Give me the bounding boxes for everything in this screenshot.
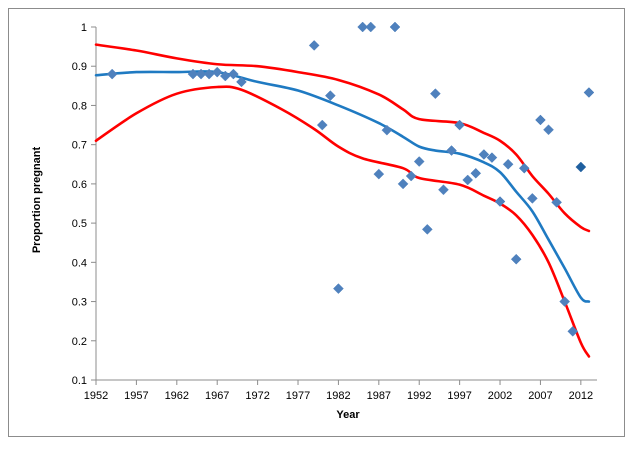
x-tick-label: 1977	[286, 390, 310, 402]
y-tick-label: 0.9	[72, 61, 87, 73]
plot-layer: 0.1 0.2 0.3 0.4 0.5 0.6 0.7 0.8 0.9 1 1952 1957 1962…	[72, 21, 597, 402]
data-point	[211, 66, 223, 78]
x-tick-label: 1982	[326, 390, 350, 402]
y-tick-label: 1	[81, 22, 87, 34]
data-point	[228, 68, 239, 80]
data-point	[187, 68, 199, 80]
x-tick-label: 1962	[165, 390, 189, 402]
x-tick-label: 1957	[124, 390, 148, 402]
data-point	[486, 152, 498, 163]
x-tick-label: 1992	[407, 390, 431, 402]
y-tick-label: 0.1	[72, 375, 87, 387]
data-point	[316, 119, 328, 131]
data-point	[397, 178, 409, 190]
data-point	[413, 156, 425, 167]
data-point	[381, 124, 393, 136]
y-tick-label: 0.7	[72, 140, 87, 152]
x-tick-label: 1997	[447, 390, 471, 402]
y-tick-label: 0.2	[72, 336, 87, 348]
upper_ci-line	[94, 43, 591, 233]
x-tick-label: 1967	[205, 390, 229, 402]
data-point	[389, 21, 401, 33]
data-point	[365, 21, 377, 33]
data-point	[559, 296, 571, 307]
data-point	[526, 193, 538, 204]
data-point	[430, 88, 441, 100]
x-tick-label: 2002	[488, 390, 512, 402]
data-point	[454, 119, 465, 131]
lower_ci-line	[94, 85, 591, 358]
y-axis-title: Proportion pregnant	[31, 147, 43, 254]
fit-line	[94, 70, 591, 303]
x-tick-label: 2012	[569, 390, 593, 402]
y-tick-label: 0.8	[72, 100, 87, 112]
x-axis-title: Year	[336, 409, 360, 421]
x-tick-label: 1952	[84, 390, 108, 402]
data-point	[535, 114, 546, 126]
data-point	[551, 196, 562, 208]
y-tick-label: 0.3	[72, 297, 87, 309]
data-point	[421, 224, 433, 235]
data-point	[446, 145, 457, 156]
x-tick-label: 2007	[528, 390, 552, 402]
data-point	[373, 168, 385, 180]
x-tick-label: 1972	[245, 390, 269, 402]
data-point	[438, 184, 449, 196]
y-tick-label: 0.5	[72, 218, 87, 230]
y-tick-label: 0.6	[72, 179, 87, 191]
data-point	[462, 174, 474, 186]
x-tick-label: 1987	[367, 390, 391, 402]
data-point	[405, 170, 417, 182]
data-point	[494, 196, 506, 207]
data-point	[195, 68, 207, 80]
data-point	[502, 158, 514, 170]
data-point	[470, 167, 482, 179]
data-point	[583, 87, 595, 98]
data-point	[324, 90, 336, 101]
data-point	[333, 283, 344, 294]
data-point	[567, 326, 579, 337]
data-point	[106, 68, 118, 80]
data-point	[518, 162, 530, 174]
data-point	[478, 149, 490, 160]
data-point	[510, 253, 522, 265]
data-point	[357, 21, 369, 33]
data-point	[236, 76, 247, 88]
data-point	[543, 124, 554, 136]
y-tick-label: 0.4	[72, 257, 87, 269]
highlighted-data-point	[575, 161, 587, 173]
data-point	[308, 40, 320, 51]
